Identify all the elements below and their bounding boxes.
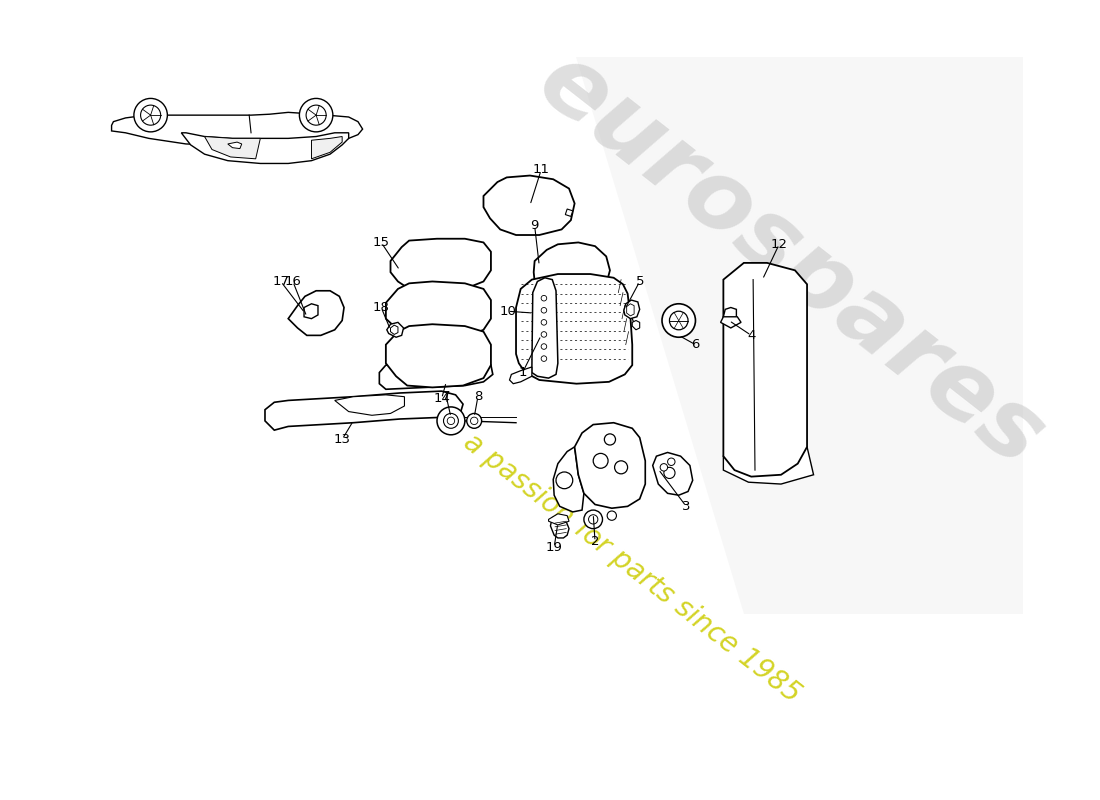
Polygon shape: [531, 278, 558, 378]
Polygon shape: [652, 453, 693, 495]
Circle shape: [604, 434, 616, 445]
Text: 3: 3: [682, 500, 691, 513]
Text: 13: 13: [333, 433, 351, 446]
Polygon shape: [304, 304, 318, 318]
Circle shape: [593, 454, 608, 468]
Circle shape: [541, 295, 547, 301]
Polygon shape: [724, 447, 814, 484]
Polygon shape: [386, 282, 491, 339]
Text: 1: 1: [518, 366, 527, 379]
Polygon shape: [549, 514, 569, 525]
Polygon shape: [386, 324, 491, 387]
Circle shape: [437, 407, 465, 435]
Polygon shape: [516, 274, 632, 384]
Polygon shape: [534, 242, 609, 299]
Text: 14: 14: [433, 392, 450, 405]
Polygon shape: [574, 422, 646, 508]
Polygon shape: [288, 290, 344, 335]
Circle shape: [556, 472, 573, 489]
Circle shape: [299, 98, 333, 132]
Circle shape: [466, 414, 482, 428]
Circle shape: [541, 332, 547, 338]
Polygon shape: [553, 447, 584, 512]
Polygon shape: [627, 304, 634, 316]
Circle shape: [306, 105, 327, 125]
Circle shape: [588, 514, 597, 524]
Circle shape: [662, 304, 695, 338]
Polygon shape: [379, 365, 493, 390]
Text: 18: 18: [373, 301, 389, 314]
Polygon shape: [111, 112, 363, 146]
Circle shape: [541, 319, 547, 325]
Circle shape: [615, 461, 628, 474]
Text: 2: 2: [591, 535, 600, 548]
Polygon shape: [182, 133, 349, 163]
Circle shape: [471, 417, 477, 425]
Circle shape: [670, 311, 688, 330]
Circle shape: [541, 344, 547, 350]
Polygon shape: [509, 367, 531, 384]
Text: 12: 12: [771, 238, 788, 251]
Text: a passion for parts since 1985: a passion for parts since 1985: [459, 427, 806, 708]
Polygon shape: [531, 282, 606, 339]
Polygon shape: [565, 209, 573, 217]
Text: 5: 5: [636, 275, 644, 288]
Text: 6: 6: [691, 338, 700, 351]
Circle shape: [448, 417, 454, 425]
Text: eurospares: eurospares: [519, 35, 1062, 487]
Circle shape: [541, 356, 547, 362]
Polygon shape: [576, 57, 1023, 614]
Circle shape: [584, 510, 603, 529]
Polygon shape: [387, 322, 404, 338]
Text: 15: 15: [373, 236, 389, 249]
Circle shape: [141, 105, 161, 125]
Circle shape: [668, 458, 675, 466]
Text: 17: 17: [273, 275, 289, 288]
Polygon shape: [632, 321, 640, 330]
Circle shape: [664, 467, 675, 478]
Polygon shape: [390, 238, 491, 290]
Polygon shape: [720, 317, 741, 328]
Polygon shape: [205, 137, 261, 159]
Circle shape: [443, 414, 459, 428]
Text: 7: 7: [442, 390, 451, 403]
Text: 10: 10: [499, 305, 516, 318]
Circle shape: [660, 464, 668, 471]
Text: 11: 11: [532, 163, 550, 177]
Polygon shape: [228, 142, 242, 149]
Polygon shape: [334, 395, 405, 415]
Circle shape: [134, 98, 167, 132]
Polygon shape: [550, 516, 569, 538]
Text: 9: 9: [530, 219, 539, 232]
Polygon shape: [624, 300, 640, 318]
Text: 19: 19: [546, 541, 562, 554]
Polygon shape: [265, 391, 463, 430]
Circle shape: [607, 511, 616, 520]
Text: 8: 8: [474, 390, 482, 403]
Circle shape: [541, 307, 547, 313]
Polygon shape: [724, 307, 736, 321]
Polygon shape: [484, 175, 574, 235]
Text: 16: 16: [285, 275, 301, 288]
Polygon shape: [390, 325, 398, 334]
Polygon shape: [724, 263, 807, 477]
Text: 4: 4: [747, 329, 756, 342]
Polygon shape: [311, 137, 342, 159]
